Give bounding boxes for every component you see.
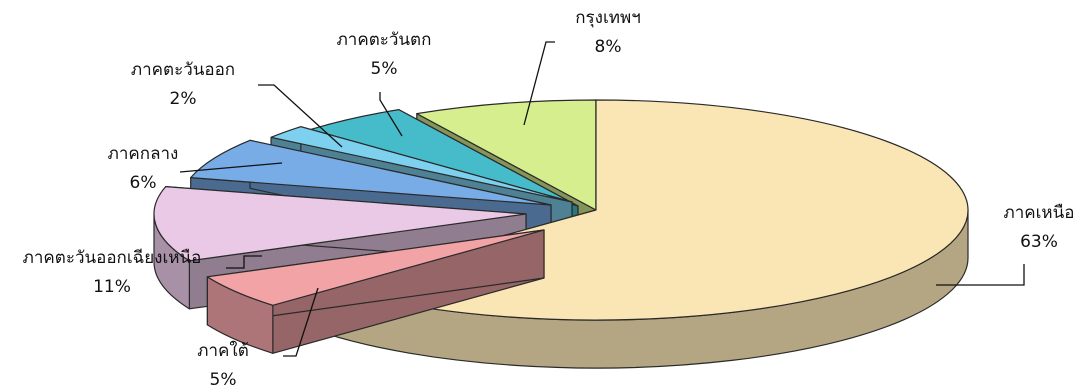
- leader-line-7: [523, 41, 555, 126]
- leader-line-4: [179, 162, 283, 173]
- percent-label: 5%: [371, 59, 398, 79]
- category-label: ภาคกลาง: [108, 144, 179, 164]
- pie-slice-top: [416, 99, 597, 211]
- category-label: ภาคตะวันออกเฉียงเหนือ: [23, 248, 202, 268]
- leader-line-1: [936, 264, 1025, 286]
- percent-label: 11%: [93, 277, 131, 297]
- leader-line-5: [258, 84, 343, 148]
- percent-label: 63%: [1020, 232, 1058, 252]
- category-label: ภาคใต้: [197, 340, 248, 361]
- leader-line-6: [379, 92, 403, 137]
- category-label: ภาคตะวันตก: [337, 30, 432, 50]
- pie-slice-top: [153, 186, 527, 262]
- leader-line-2: [283, 287, 319, 357]
- pie-slices: [153, 99, 969, 369]
- percent-label: 5%: [210, 370, 237, 390]
- pie-slice-top: [270, 126, 573, 203]
- category-label: ภาคตะวันออก: [131, 60, 235, 80]
- category-label: ภาคเหนือ: [1004, 203, 1075, 223]
- data-labels: ภาคเหนือ 63% ภาคใต้ 5% ภาคตะวันออกเฉียงเหนือ…: [23, 8, 1075, 390]
- percent-label: 2%: [170, 89, 197, 109]
- category-label: กรุงเทพฯ: [575, 8, 641, 28]
- leader-line-3: [226, 255, 262, 269]
- pie-slice-top: [206, 229, 545, 306]
- leader-lines: [179, 41, 1025, 357]
- pie-slice-top: [190, 139, 552, 206]
- percent-label: 8%: [595, 37, 622, 57]
- percent-label: 6%: [130, 173, 157, 193]
- pie-slice-2: [206, 229, 545, 354]
